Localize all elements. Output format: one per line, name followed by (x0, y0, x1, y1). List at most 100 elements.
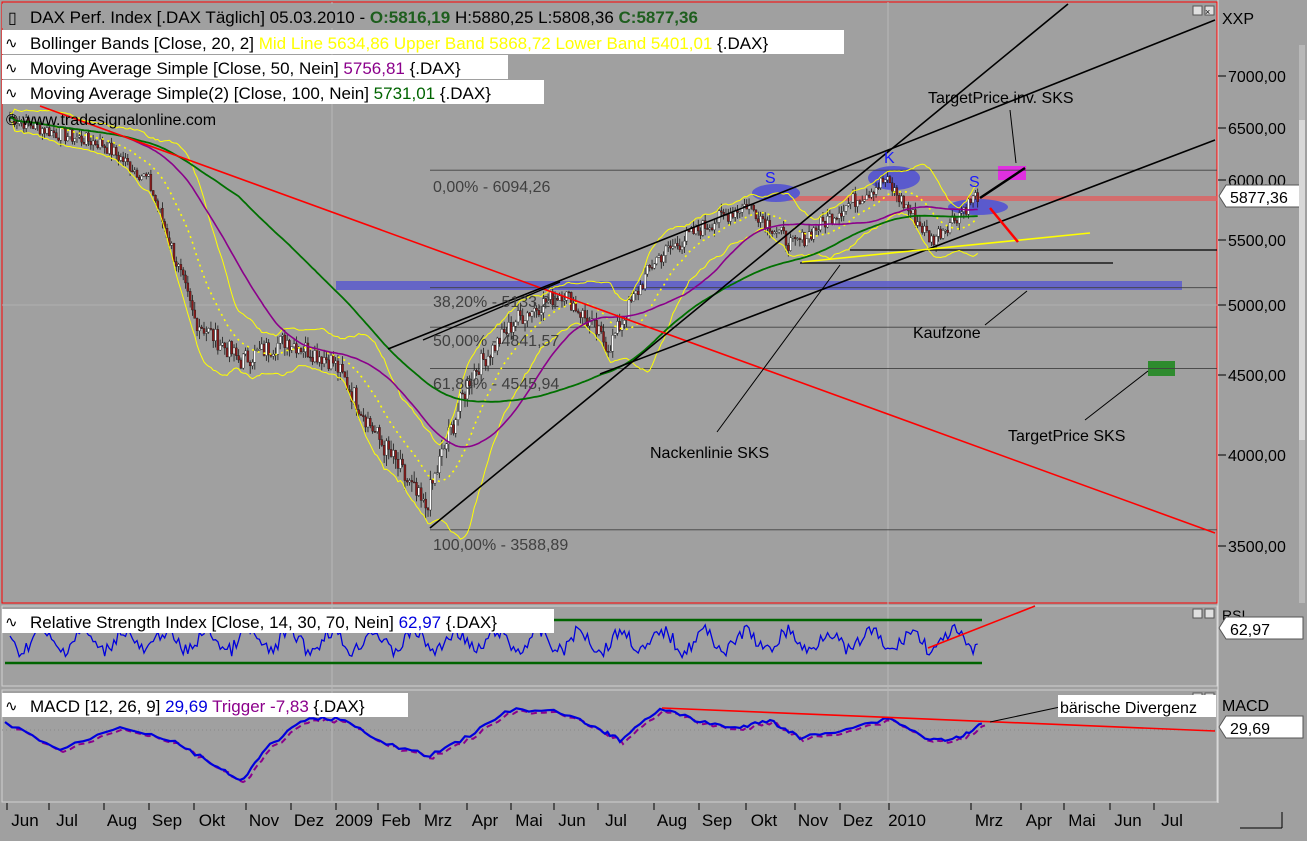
candle-down (687, 230, 691, 232)
candle-down (424, 498, 427, 509)
candle-up (417, 487, 420, 496)
candle-up (565, 291, 568, 301)
candle-up (255, 349, 259, 351)
candle-up (546, 299, 550, 303)
ma100-value: 5731,01 (374, 84, 435, 103)
close-icon[interactable]: × (1205, 7, 1210, 17)
candle-down (431, 479, 434, 484)
candle-down (110, 142, 113, 156)
legend-ma100: ∿ Moving Average Simple(2) [Close, 100, … (2, 80, 544, 104)
candle-up (108, 142, 111, 154)
candle-up (805, 238, 808, 247)
price-panel-buttons[interactable]: × (1192, 5, 1215, 17)
candle-up (623, 320, 626, 325)
candle-up (440, 448, 444, 457)
ma100-prefix: Moving Average Simple(2) [Close, 100, Ne… (30, 84, 369, 103)
candle-down (503, 328, 506, 333)
candle-down (64, 127, 67, 142)
fibonacci-lines (430, 169, 1217, 531)
candle-down (881, 177, 885, 183)
candle-up (523, 320, 527, 324)
time-tick-label: Dez (294, 811, 324, 830)
candle-up (916, 221, 919, 226)
time-axis-ticks: Jun Jul Aug Sep Okt Nov Dez 2009 Feb Mrz Apr Mai Jun… (6, 803, 1183, 830)
candle-up (445, 443, 448, 450)
candle-up (934, 236, 938, 246)
time-tick-label: 2010 (888, 811, 926, 830)
candle-down (821, 216, 825, 222)
candle-down (288, 340, 291, 351)
candle-up (473, 370, 476, 381)
candle-up (627, 299, 631, 320)
candle-up (449, 424, 453, 428)
candle-up (634, 290, 638, 294)
candle-down (71, 129, 74, 142)
candle-down (403, 464, 407, 481)
candle-up (198, 326, 201, 332)
candle-up (516, 310, 520, 323)
candle-down (223, 342, 226, 349)
candle-up (339, 364, 342, 373)
price-tick-label: 4500,00 (1228, 368, 1286, 385)
candle-up (542, 298, 545, 314)
candle-down (101, 138, 104, 147)
candle-down (895, 187, 899, 196)
candle-up (826, 216, 829, 228)
candle-down (787, 245, 790, 251)
candle-down (636, 290, 640, 295)
candle-up (292, 343, 296, 347)
candle-up (512, 325, 515, 333)
candle-down (54, 132, 58, 139)
bollinger-upper-line (9, 108, 978, 446)
candle-up (960, 211, 963, 214)
candle-up (272, 354, 275, 357)
candle-up (780, 227, 783, 231)
candle-down (798, 238, 802, 240)
candle-up (422, 498, 425, 501)
time-tick-label: 2009 (335, 811, 373, 830)
candle-up (313, 350, 317, 362)
ma50-line (9, 116, 978, 448)
candle-up (526, 312, 529, 321)
candle-up (971, 195, 975, 203)
candle-up (73, 138, 76, 142)
candle-up (242, 353, 245, 369)
candle-down (927, 230, 931, 243)
time-tick-label: Okt (199, 811, 226, 830)
candle-down (720, 210, 723, 213)
candle-down (595, 320, 598, 335)
candle-up (738, 212, 742, 214)
resize-handle[interactable] (1240, 812, 1283, 829)
annotation-kaufzone: Kaufzone (913, 325, 981, 342)
rsi-divergence-line (927, 605, 1036, 649)
candle-up (563, 300, 566, 302)
instrument-title: DAX Perf. Index [.DAX Täglich] 05.03.201… (30, 8, 370, 27)
candle-down (600, 325, 603, 332)
candle-down (325, 357, 328, 361)
candle-up (486, 355, 490, 367)
candle-down (262, 343, 266, 356)
candle-up (470, 379, 474, 386)
rsi-panel-buttons[interactable] (1192, 608, 1215, 619)
candle-up (539, 312, 543, 316)
candle-down (528, 312, 531, 317)
candle-up (479, 353, 483, 375)
ma100-suffix: {.DAX} (440, 84, 491, 103)
time-tick-label: Mai (515, 811, 542, 830)
candle-down (976, 192, 979, 202)
candle-down (341, 364, 344, 373)
candle-up (553, 297, 557, 306)
macd-axis-value: 29,69 (1230, 721, 1270, 738)
candle-down (618, 321, 621, 331)
price-axis-scrollbar[interactable] (1299, 45, 1305, 603)
candle-up (967, 198, 970, 215)
candle-down (932, 235, 936, 246)
downtrend-line (39, 105, 1216, 534)
candle-up (886, 176, 889, 181)
candle-up (844, 205, 848, 212)
candle-down (699, 230, 702, 236)
candle-down (489, 355, 492, 358)
time-tick-label: Mrz (975, 811, 1003, 830)
candle-down (239, 359, 243, 369)
